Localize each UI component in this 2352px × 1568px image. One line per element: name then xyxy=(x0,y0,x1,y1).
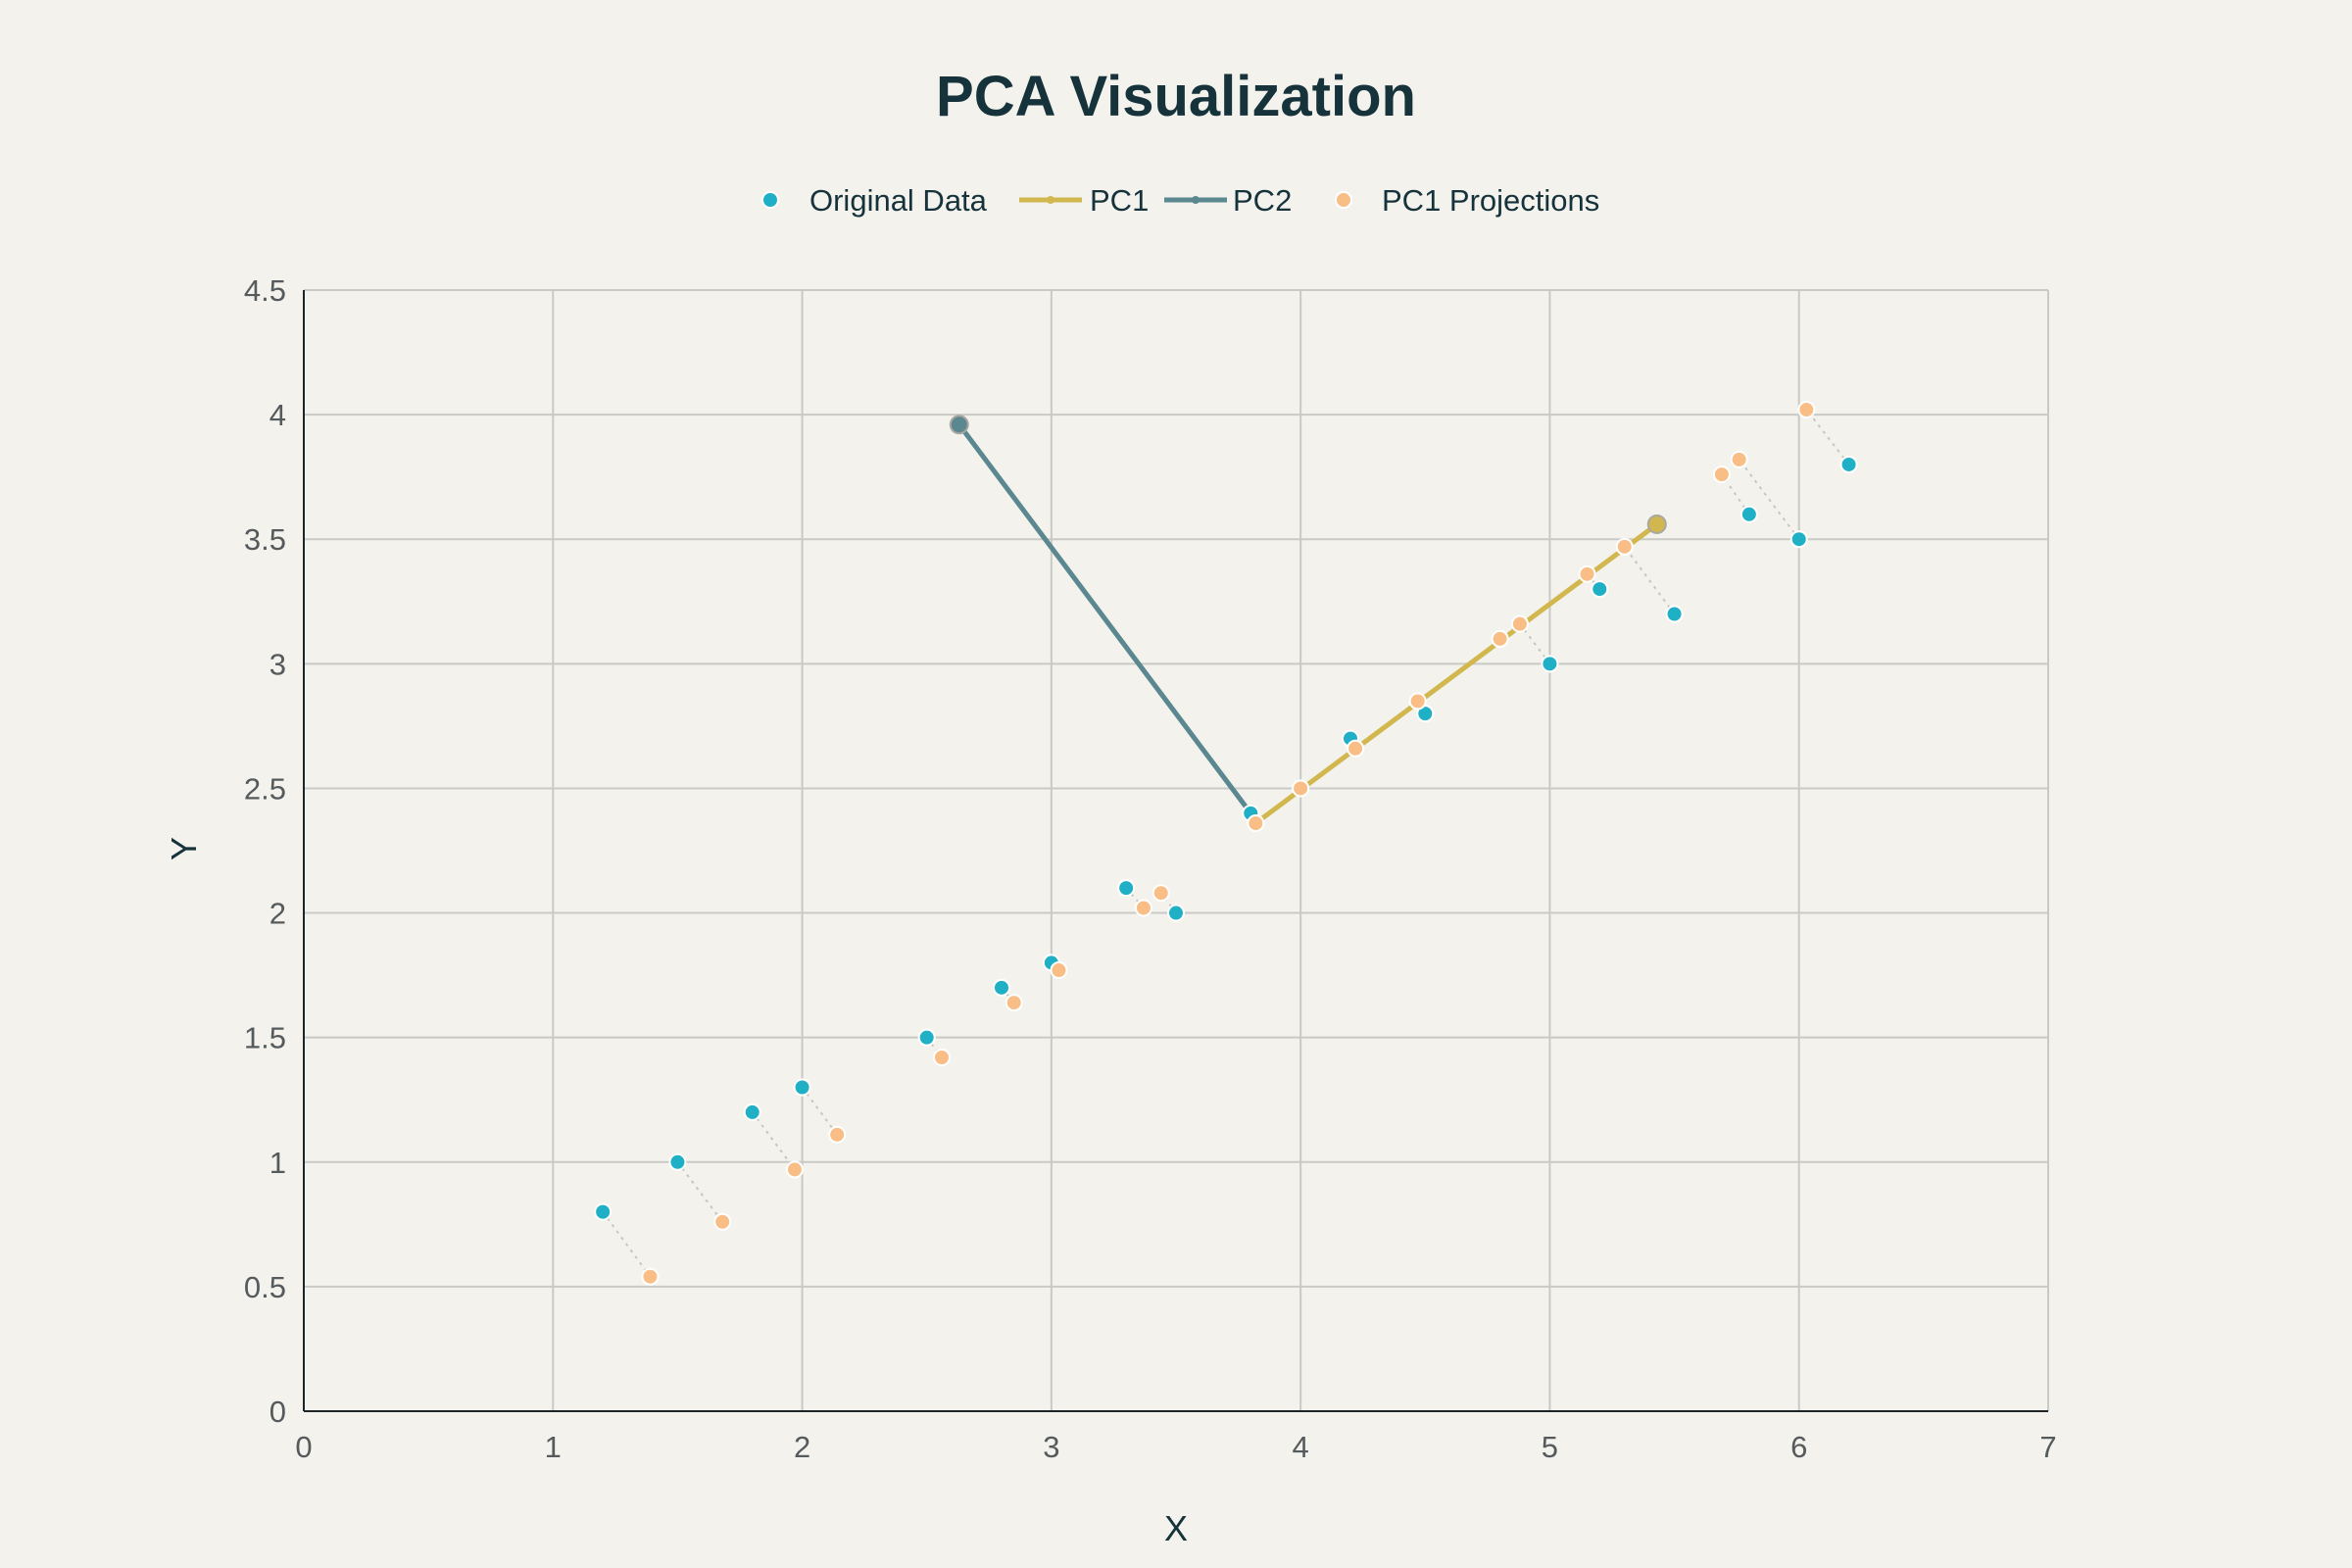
pc1-projection-point[interactable] xyxy=(1050,961,1068,980)
original-data-point[interactable] xyxy=(1789,530,1808,549)
legend-item-original-data[interactable]: Original Data xyxy=(761,183,988,218)
x-tick-label: 2 xyxy=(794,1430,810,1464)
axes xyxy=(303,290,2048,1412)
pc1-projection-point[interactable] xyxy=(1292,779,1310,798)
pc1-projection-point[interactable] xyxy=(1152,884,1170,903)
original-data-point[interactable] xyxy=(594,1202,612,1221)
y-tick-label: 1.5 xyxy=(244,1021,286,1055)
pc2-line[interactable] xyxy=(956,421,1253,816)
original-data-point[interactable] xyxy=(1839,455,1858,473)
original-data-point[interactable] xyxy=(668,1152,687,1171)
y-tick-labels: 0 0.5 1 1.5 2 2.5 3 3.5 4 4.5 xyxy=(244,273,286,1429)
grid xyxy=(304,289,2049,1411)
y-tick-label: 2 xyxy=(270,897,286,931)
pc1-projection-point[interactable] xyxy=(1134,899,1152,917)
x-tick-label: 0 xyxy=(295,1430,312,1464)
data-points xyxy=(594,401,1858,1286)
legend-label-original-data: Original Data xyxy=(809,183,988,218)
projection-connector xyxy=(676,1161,723,1223)
original-data-point[interactable] xyxy=(993,978,1010,997)
y-tick-label: 4.5 xyxy=(244,273,286,308)
legend-label-pc2: PC2 xyxy=(1233,183,1292,218)
pc1-projection-point[interactable] xyxy=(1408,692,1427,710)
legend-item-pc2[interactable]: PC2 xyxy=(1164,183,1292,218)
x-tick-label: 6 xyxy=(1790,1430,1807,1464)
y-tick-label: 1 xyxy=(270,1146,286,1180)
pc1-projection-point[interactable] xyxy=(828,1125,847,1144)
pc1-projection-point[interactable] xyxy=(932,1049,951,1067)
y-tick-label: 2.5 xyxy=(244,771,286,806)
legend-marker-original-data xyxy=(761,191,779,209)
legend-line-pc1-dot xyxy=(1047,196,1054,204)
pc1-projection-point[interactable] xyxy=(1510,614,1529,633)
pc1-projection-point[interactable] xyxy=(1247,814,1265,833)
projection-connector xyxy=(602,1211,652,1278)
x-tick-label: 4 xyxy=(1293,1430,1309,1464)
pc1-projection-point[interactable] xyxy=(1615,537,1634,556)
pc1-projection-point[interactable] xyxy=(1730,450,1748,468)
legend-item-pc1-projections[interactable]: PC1 Projections xyxy=(1335,183,1599,218)
x-tick-label: 7 xyxy=(2039,1430,2056,1464)
projection-connector xyxy=(801,1086,838,1136)
projection-connector xyxy=(1805,409,1850,466)
pc1-projection-point[interactable] xyxy=(1004,994,1023,1012)
pc1-projection-point[interactable] xyxy=(1491,629,1509,648)
pc1-line[interactable] xyxy=(1252,521,1660,826)
pc2-endpoint[interactable] xyxy=(949,415,969,435)
pc1-projection-point[interactable] xyxy=(641,1267,660,1286)
original-data-point[interactable] xyxy=(1167,904,1185,922)
y-tick-label: 0 xyxy=(270,1395,286,1429)
x-axis-title: X xyxy=(1164,1508,1188,1548)
pc1-projection-point[interactable] xyxy=(1578,564,1596,583)
original-data-point[interactable] xyxy=(1665,605,1684,623)
legend-line-pc2-dot xyxy=(1192,196,1200,204)
original-data-point[interactable] xyxy=(1117,879,1136,898)
legend-label-pc1: PC1 xyxy=(1090,183,1149,218)
original-data-point[interactable] xyxy=(1591,580,1609,599)
chart-title: PCA Visualization xyxy=(936,65,1416,128)
x-tick-label: 3 xyxy=(1043,1430,1059,1464)
legend: Original Data PC1 PC2 PC1 Projections xyxy=(761,183,1599,218)
original-data-point[interactable] xyxy=(1541,655,1559,673)
legend-label-pc1-projections: PC1 Projections xyxy=(1382,183,1599,218)
y-tick-label: 0.5 xyxy=(244,1270,286,1304)
original-data-point[interactable] xyxy=(917,1028,936,1047)
y-tick-label: 4 xyxy=(270,398,286,432)
original-data-point[interactable] xyxy=(793,1078,811,1097)
principal-components xyxy=(949,415,1667,826)
pc1-projection-point[interactable] xyxy=(785,1160,804,1179)
projection-connector xyxy=(751,1111,796,1170)
pc1-projection-point[interactable] xyxy=(713,1212,732,1231)
y-tick-label: 3.5 xyxy=(244,522,286,557)
legend-marker-pc1-projections xyxy=(1335,191,1352,209)
projection-connector xyxy=(1623,546,1676,615)
x-tick-label: 1 xyxy=(545,1430,562,1464)
x-tick-labels: 0 1 2 3 4 5 6 7 xyxy=(295,1430,2056,1464)
original-data-point[interactable] xyxy=(1740,505,1758,523)
original-data-point[interactable] xyxy=(743,1102,761,1121)
y-axis-title: Y xyxy=(164,837,204,860)
x-tick-label: 5 xyxy=(1542,1430,1558,1464)
y-tick-label: 3 xyxy=(270,647,286,681)
pc1-projection-point[interactable] xyxy=(1797,401,1816,419)
projection-connector xyxy=(1738,459,1800,540)
legend-item-pc1[interactable]: PC1 xyxy=(1019,183,1149,218)
pc1-endpoint[interactable] xyxy=(1646,514,1667,534)
pc1-projection-point[interactable] xyxy=(1347,739,1365,758)
pc1-projection-point[interactable] xyxy=(1712,466,1731,484)
